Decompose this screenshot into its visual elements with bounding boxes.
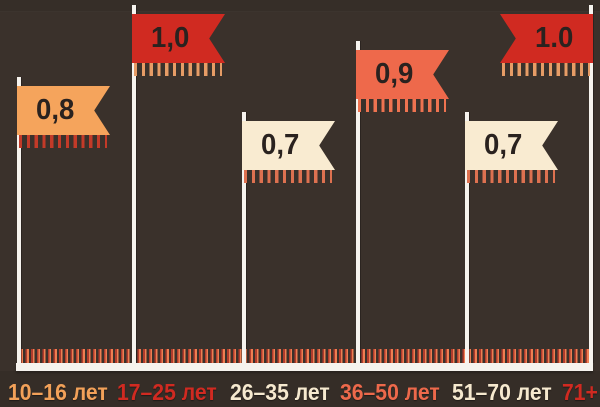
flag-pole [589,5,593,363]
axis-category-label: 17–25 лет [117,379,217,405]
flag-value-label: 0,9 [375,58,414,90]
flag-value-label: 1,0 [151,22,190,54]
axis-category-label: 10–16 лет [8,379,108,405]
flag-pole [465,112,469,363]
axis-category-label: 51–70 лет [452,379,552,405]
value-flag: 0,7 [465,121,558,170]
flag-value-label: 0,7 [261,129,300,161]
flag-value-label: 1.0 [535,22,574,54]
flag-pole [356,41,360,363]
flag-fringe [19,135,107,148]
flag-fringe [467,170,555,183]
bottom-shade [0,371,600,407]
value-flag: 0,9 [356,50,449,99]
axis-category-label: 36–50 лет [340,379,440,405]
baseline-ruler-ticks [20,349,590,363]
flag-pole [242,112,246,363]
baseline [16,363,593,371]
flag-pole [17,77,21,363]
flag-fringe [502,63,590,76]
flag-fringe [244,170,332,183]
value-flag: 0,7 [242,121,335,170]
flag-value-label: 0,8 [36,94,75,126]
flag-fringe [134,63,222,76]
value-flag: 0,8 [17,86,110,135]
flag-pole [132,5,136,363]
axis-category-label: 26–35 лет [230,379,330,405]
value-flag: 1,0 [132,14,225,63]
top-shade [0,0,600,12]
axis-category-label: 71+ [562,379,598,405]
value-flag: 1.0 [500,14,593,63]
flag-value-label: 0,7 [484,129,523,161]
flag-fringe [358,99,446,112]
